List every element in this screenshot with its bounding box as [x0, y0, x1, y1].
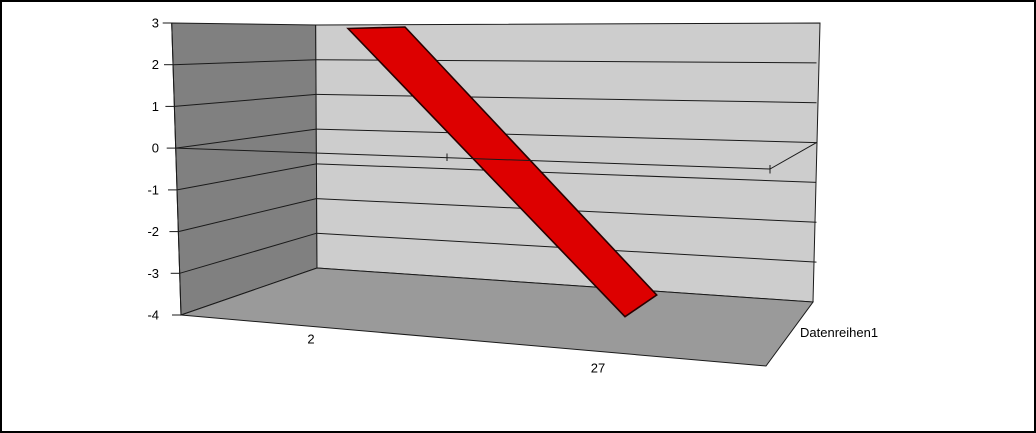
category-axis — [175, 142, 817, 174]
category-axis-ticks — [446, 153, 771, 174]
value-axis-tick-label: 2 — [152, 57, 159, 72]
chart-wall-side — [171, 22, 318, 316]
value-axis-tick-label: -1 — [147, 182, 159, 197]
category-label: 2 — [307, 332, 314, 347]
value-axis-tick-label: -4 — [147, 308, 159, 323]
value-axis-tick-label: 0 — [152, 141, 159, 156]
series-axis-label: Datenreihen1 — [800, 325, 878, 340]
value-axis — [162, 22, 182, 316]
value-axis-ticks — [162, 22, 181, 316]
series-ribbon — [346, 26, 658, 318]
value-axis-tick-label: -2 — [147, 224, 159, 239]
value-axis-labels: 3 2 1 0 -1 -2 -3 -4 — [147, 16, 159, 323]
side-wall-gridlines — [172, 59, 317, 274]
category-label: 27 — [591, 361, 605, 376]
value-axis-line — [171, 22, 182, 316]
value-axis-tick-label: -3 — [147, 266, 159, 281]
value-axis-tick-label: 3 — [152, 16, 159, 31]
category-axis-labels: 2 27 — [307, 332, 605, 376]
value-axis-tick-label: 1 — [152, 99, 159, 114]
